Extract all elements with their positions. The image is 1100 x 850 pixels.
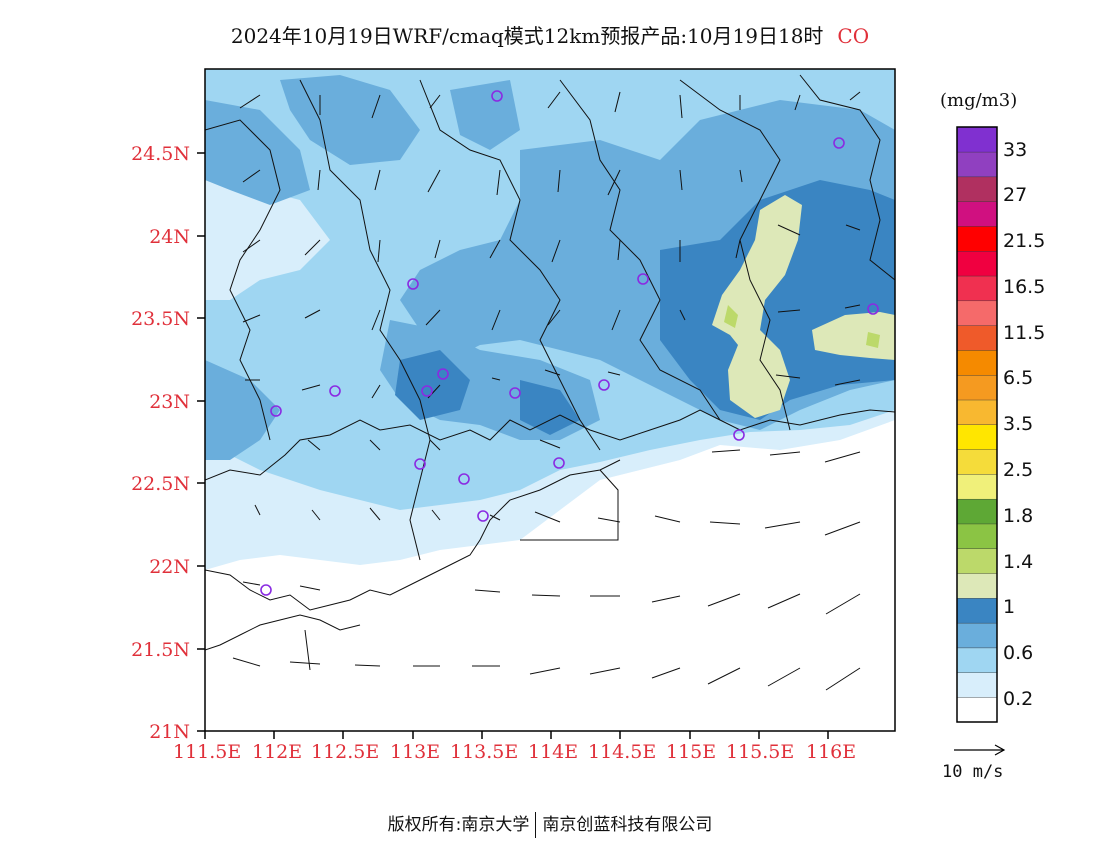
lon-label: 113.5E [450, 741, 519, 763]
colorbar-segment [956, 523, 998, 549]
legend-label: 1 [1003, 596, 1016, 618]
colorbar-segment [956, 449, 998, 475]
colorbar-segment [956, 647, 998, 673]
plot-frame [204, 68, 896, 732]
colorbar-segment [956, 424, 998, 450]
lon-label: 115.5E [726, 741, 795, 763]
legend-label: 2.5 [1003, 459, 1034, 481]
legend-label: 21.5 [1003, 230, 1046, 252]
colorbar-segment [956, 176, 998, 202]
colorbar-segment [956, 697, 998, 723]
colorbar-segment [956, 225, 998, 252]
lat-label: 22N [149, 556, 190, 578]
lon-label: 111.5E [173, 741, 242, 763]
axis-ticks [197, 152, 829, 739]
legend-label: 27 [1003, 184, 1028, 206]
colorbar-segment [956, 374, 998, 401]
copyright-right: 南京创蓝科技有限公司 [542, 815, 713, 835]
legend-label: 11.5 [1003, 322, 1046, 344]
colorbar-segment [956, 349, 998, 376]
colorbar-frame [956, 126, 998, 723]
lon-label: 116E [806, 741, 857, 763]
lat-label: 21.5N [131, 639, 190, 661]
colorbar [956, 126, 998, 723]
species-label: CO [837, 24, 870, 48]
title-text: 2024年10月19日WRF/cmaq模式12km预报产品:10月19日18时 [230, 24, 824, 48]
map-title: 2024年10月19日WRF/cmaq模式12km预报产品:10月19日18时 C… [0, 20, 1100, 49]
colorbar-segment [956, 548, 998, 574]
lat-label: 23.5N [131, 308, 190, 330]
colorbar-segment [956, 325, 998, 351]
wind-vectors [232, 91, 861, 691]
colorbar-segment [956, 275, 998, 302]
legend-label: 33 [1003, 139, 1028, 161]
footer-divider [535, 812, 537, 838]
copyright-left: 版权所有:南京大学 [387, 815, 530, 835]
lon-label: 114E [528, 741, 579, 763]
colorbar-segment [956, 622, 998, 649]
lon-label: 114.5E [588, 741, 657, 763]
colorbar-segment [956, 672, 998, 698]
vector-reference-arrow [954, 744, 1006, 756]
colorbar-segment [956, 498, 998, 525]
station-markers [260, 90, 879, 596]
lat-label: 23N [149, 391, 190, 413]
legend-label: 3.5 [1003, 413, 1034, 435]
colorbar-segment [956, 473, 998, 500]
colorbar-segment [956, 201, 998, 227]
legend-label: 6.5 [1003, 367, 1034, 389]
legend-label: 16.5 [1003, 276, 1046, 298]
colorbar-segment [956, 399, 998, 425]
colorbar-segment [956, 151, 998, 178]
lon-label: 112E [252, 741, 303, 763]
lon-label: 115E [666, 741, 717, 763]
copyright-footer: 版权所有:南京大学 南京创蓝科技有限公司 [0, 810, 1100, 838]
vector-reference-label: 10 m/s [942, 762, 1004, 782]
lat-label: 22.5N [131, 473, 190, 495]
legend-label: 0.6 [1003, 642, 1034, 664]
colorbar-segment [956, 597, 998, 624]
boundary-lines [205, 74, 895, 671]
concentration-field [205, 69, 895, 731]
legend-label: 1.4 [1003, 551, 1034, 573]
legend-unit: (mg/m3) [940, 90, 1018, 111]
legend-label: 1.8 [1003, 505, 1034, 527]
colorbar-segment [956, 250, 998, 277]
lon-label: 113E [390, 741, 441, 763]
colorbar-segment [956, 300, 998, 326]
colorbar-segment [956, 126, 998, 153]
legend-label: 0.2 [1003, 688, 1034, 710]
lat-label: 24.5N [131, 143, 190, 165]
lat-label: 21N [149, 721, 190, 743]
lon-label: 112.5E [311, 741, 380, 763]
colorbar-segment [956, 573, 998, 599]
lat-label: 24N [149, 226, 190, 248]
